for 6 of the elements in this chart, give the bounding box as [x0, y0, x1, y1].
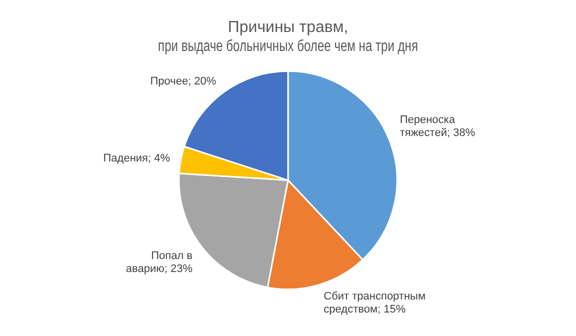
chart-title: Причины травм, при выдаче больничных более чем на три дня [158, 19, 418, 56]
slice-label: Прочее; 20% [150, 76, 216, 88]
slice-label: Переноска тяжестей; 38% [400, 114, 476, 140]
slice-label: Сбит транспортным средством; 15% [324, 290, 426, 316]
slice-label: Попал в аварию; 23% [126, 250, 193, 275]
slice-label: Падения; 4% [103, 152, 170, 164]
